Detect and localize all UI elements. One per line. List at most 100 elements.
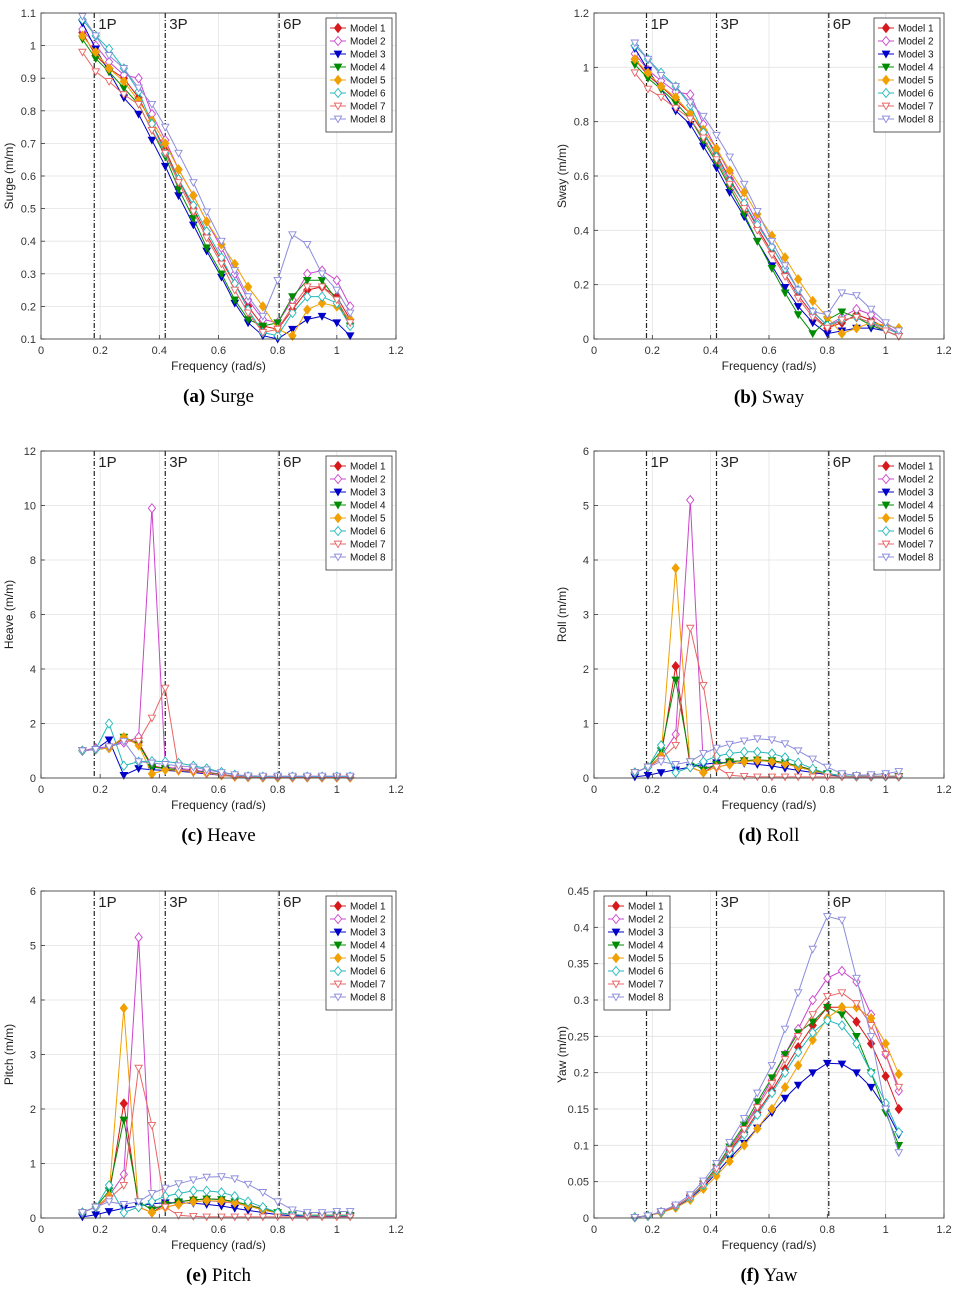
panel-caption: (e) Pitch	[186, 1265, 251, 1286]
legend-marker	[333, 460, 343, 472]
legend-marker	[611, 980, 621, 989]
data-point	[894, 1068, 903, 1080]
data-point	[230, 1190, 239, 1202]
legend-marker	[881, 488, 891, 497]
data-point	[104, 63, 114, 74]
data-point	[866, 319, 876, 328]
y-tick-label: 0.3	[574, 995, 589, 1007]
data-point	[793, 1033, 803, 1041]
legend-box	[603, 895, 671, 1011]
data-point	[188, 1213, 198, 1221]
data-point	[78, 747, 87, 756]
data-point	[288, 231, 297, 240]
x-tick-label: 0.2	[645, 345, 660, 357]
data-point	[217, 237, 226, 246]
data-point	[866, 1067, 876, 1078]
legend-marker	[333, 74, 343, 86]
data-point	[288, 293, 297, 302]
x-tick-label: 0.8	[820, 345, 835, 357]
data-point	[345, 1208, 355, 1216]
x-tick-label: 0	[38, 1224, 44, 1236]
x-tick-label: 0.2	[93, 1224, 108, 1236]
series-model-8	[78, 1173, 355, 1218]
x-tick-label: 1.2	[388, 784, 403, 796]
data-point	[147, 127, 157, 135]
data-point	[160, 761, 170, 769]
legend-label: Model 2	[898, 37, 934, 48]
data-point	[685, 1191, 695, 1200]
data-point	[780, 262, 790, 271]
caption-name: Yaw	[759, 1265, 797, 1286]
legend-label: Model 6	[350, 89, 386, 100]
data-point	[147, 1207, 157, 1218]
data-point	[174, 149, 183, 158]
data-point	[189, 190, 198, 201]
data-point	[273, 325, 283, 334]
data-point	[174, 762, 183, 771]
legend: Model 1 Model 2 Model 3 Model 4 Model 5 Model…	[325, 455, 393, 571]
data-point	[752, 207, 762, 216]
harmonic-label-6p: 6P	[283, 454, 301, 471]
legend-label: Model 7	[898, 540, 934, 551]
data-point	[104, 743, 114, 752]
x-tick-label: 0.6	[211, 784, 226, 796]
data-point	[725, 180, 734, 189]
data-point	[302, 1209, 312, 1218]
data-point	[160, 1203, 170, 1212]
data-point	[725, 165, 734, 176]
x-tick-label: 0.2	[645, 784, 660, 796]
x-tick-label: 1	[883, 1224, 889, 1236]
legend-marker	[333, 965, 343, 977]
series-line	[81, 22, 351, 340]
data-point	[317, 297, 327, 309]
data-point	[739, 205, 749, 214]
legend-label: Model 1	[350, 902, 386, 913]
data-point	[119, 1181, 129, 1190]
data-point	[243, 1213, 253, 1222]
legend-marker	[611, 941, 621, 950]
x-tick-label: 1	[334, 1224, 340, 1236]
data-point	[780, 752, 790, 763]
y-tick-label: 2	[30, 1104, 36, 1116]
data-point	[188, 179, 198, 188]
legend-label: Model 4	[898, 63, 934, 74]
data-point	[793, 757, 803, 768]
data-point	[243, 281, 253, 293]
caption-name: Roll	[762, 825, 799, 846]
legend-box	[873, 455, 941, 571]
data-point	[671, 741, 681, 750]
data-point	[104, 1198, 114, 1207]
data-point	[808, 1034, 817, 1046]
data-point	[822, 324, 832, 333]
y-tick-label: 0.15	[568, 1104, 589, 1116]
y-tick-label: 0	[583, 1213, 589, 1225]
x-tick-label: 0.6	[211, 345, 226, 357]
data-point	[739, 1126, 749, 1134]
panel-caption: (b) Sway	[734, 387, 805, 408]
data-point	[822, 763, 832, 772]
data-point	[134, 1201, 143, 1213]
caption-letter: (a)	[183, 386, 205, 407]
data-point	[174, 1180, 183, 1189]
data-point	[712, 744, 721, 753]
data-point	[643, 55, 653, 64]
data-point	[837, 965, 847, 977]
data-point	[808, 994, 817, 1006]
data-point	[793, 773, 803, 782]
data-point	[302, 241, 312, 249]
y-tick-label: 0.1	[21, 334, 36, 346]
data-point	[345, 319, 355, 328]
data-point	[656, 758, 666, 767]
data-point	[881, 319, 891, 328]
data-point	[808, 308, 818, 317]
data-point	[686, 494, 695, 506]
data-point	[866, 1033, 876, 1041]
data-point	[78, 30, 87, 42]
chart-panel-surge: 1P 3P 6P 0 0.2 0.4 0.6 0.8 1 1.2 0.1 0.2 0.3 0.4 0.5 0.…	[2, 8, 404, 407]
data-point	[258, 1213, 268, 1222]
legend-marker	[881, 50, 891, 59]
x-tick-label: 0	[591, 345, 597, 357]
x-tick-label: 0.4	[152, 784, 167, 796]
y-tick-label: 0.6	[21, 171, 36, 183]
data-point	[671, 676, 681, 685]
